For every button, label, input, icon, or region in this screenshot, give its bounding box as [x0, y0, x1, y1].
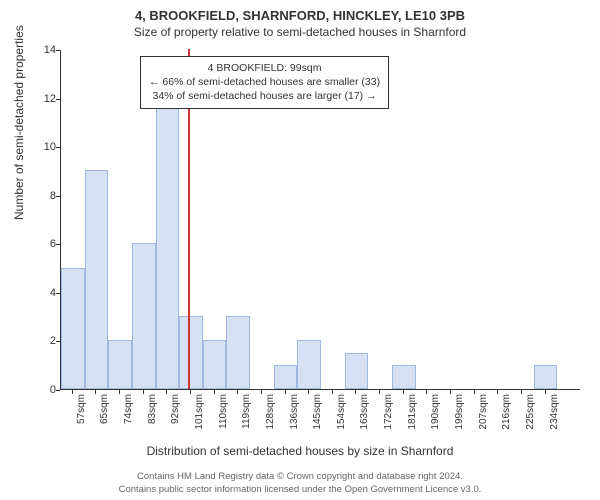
x-tick-mark: [450, 390, 451, 394]
x-tick-label: 119sqm: [241, 394, 252, 444]
x-tick-label: 181sqm: [407, 394, 418, 444]
x-tick-mark: [72, 390, 73, 394]
chart-container: 4, BROOKFIELD, SHARNFORD, HINCKLEY, LE10…: [0, 0, 600, 500]
y-tick-mark: [56, 341, 60, 342]
x-tick-label: 234sqm: [549, 394, 560, 444]
histogram-bar: [203, 340, 227, 389]
x-tick-mark: [237, 390, 238, 394]
x-tick-mark: [379, 390, 380, 394]
histogram-bar: [345, 353, 369, 389]
x-tick-mark: [545, 390, 546, 394]
x-axis-label: Distribution of semi-detached houses by …: [0, 444, 600, 458]
histogram-bar: [226, 316, 250, 389]
y-tick-label: 12: [26, 93, 56, 105]
x-tick-mark: [285, 390, 286, 394]
x-tick-mark: [190, 390, 191, 394]
footer-text: Contains HM Land Registry data © Crown c…: [0, 471, 600, 496]
annotation-line2: ← 66% of semi-detached houses are smalle…: [149, 75, 380, 89]
x-tick-label: 145sqm: [312, 394, 323, 444]
x-tick-label: 190sqm: [430, 394, 441, 444]
y-tick-mark: [56, 99, 60, 100]
footer-line1: Contains HM Land Registry data © Crown c…: [0, 471, 600, 483]
histogram-bar: [156, 73, 180, 389]
x-tick-label: 92sqm: [170, 394, 181, 444]
x-tick-label: 74sqm: [123, 394, 134, 444]
annotation-line1: 4 BROOKFIELD: 99sqm: [149, 61, 380, 75]
y-tick-mark: [56, 390, 60, 391]
y-tick-label: 14: [26, 44, 56, 56]
x-tick-label: 172sqm: [383, 394, 394, 444]
x-tick-mark: [214, 390, 215, 394]
x-tick-label: 65sqm: [99, 394, 110, 444]
x-tick-label: 163sqm: [359, 394, 370, 444]
x-tick-label: 83sqm: [147, 394, 158, 444]
y-axis-label: Number of semi-detached properties: [12, 25, 26, 220]
x-tick-mark: [403, 390, 404, 394]
x-tick-label: 199sqm: [454, 394, 465, 444]
x-tick-label: 128sqm: [265, 394, 276, 444]
footer-line2: Contains public sector information licen…: [0, 484, 600, 496]
x-tick-mark: [497, 390, 498, 394]
x-tick-mark: [166, 390, 167, 394]
y-tick-mark: [56, 50, 60, 51]
x-tick-mark: [332, 390, 333, 394]
x-tick-mark: [474, 390, 475, 394]
y-tick-mark: [56, 293, 60, 294]
y-tick-label: 2: [26, 335, 56, 347]
x-tick-mark: [261, 390, 262, 394]
x-tick-mark: [95, 390, 96, 394]
x-tick-label: 110sqm: [218, 394, 229, 444]
y-tick-label: 0: [26, 384, 56, 396]
histogram-bar: [132, 243, 156, 389]
x-tick-mark: [143, 390, 144, 394]
x-tick-label: 101sqm: [194, 394, 205, 444]
histogram-bar: [179, 316, 203, 389]
x-tick-label: 57sqm: [76, 394, 87, 444]
x-tick-label: 225sqm: [525, 394, 536, 444]
x-tick-label: 154sqm: [336, 394, 347, 444]
x-tick-mark: [521, 390, 522, 394]
y-tick-mark: [56, 147, 60, 148]
histogram-bar: [297, 340, 321, 389]
y-tick-mark: [56, 244, 60, 245]
y-tick-mark: [56, 196, 60, 197]
chart-title-main: 4, BROOKFIELD, SHARNFORD, HINCKLEY, LE10…: [0, 0, 600, 23]
histogram-bar: [392, 365, 416, 389]
y-tick-label: 8: [26, 190, 56, 202]
plot-area: 4 BROOKFIELD: 99sqm ← 66% of semi-detach…: [60, 50, 580, 390]
histogram-bar: [534, 365, 558, 389]
annotation-box: 4 BROOKFIELD: 99sqm ← 66% of semi-detach…: [140, 56, 389, 109]
x-tick-label: 216sqm: [501, 394, 512, 444]
chart-title-sub: Size of property relative to semi-detach…: [0, 23, 600, 39]
x-tick-label: 136sqm: [289, 394, 300, 444]
x-tick-label: 207sqm: [478, 394, 489, 444]
histogram-bar: [85, 170, 109, 389]
x-tick-mark: [119, 390, 120, 394]
histogram-bar: [61, 268, 85, 389]
x-tick-mark: [355, 390, 356, 394]
y-tick-label: 6: [26, 238, 56, 250]
annotation-line3: 34% of semi-detached houses are larger (…: [149, 89, 380, 103]
histogram-bar: [108, 340, 132, 389]
x-tick-mark: [426, 390, 427, 394]
histogram-bar: [274, 365, 298, 389]
x-tick-mark: [308, 390, 309, 394]
y-tick-label: 10: [26, 141, 56, 153]
y-tick-label: 4: [26, 287, 56, 299]
